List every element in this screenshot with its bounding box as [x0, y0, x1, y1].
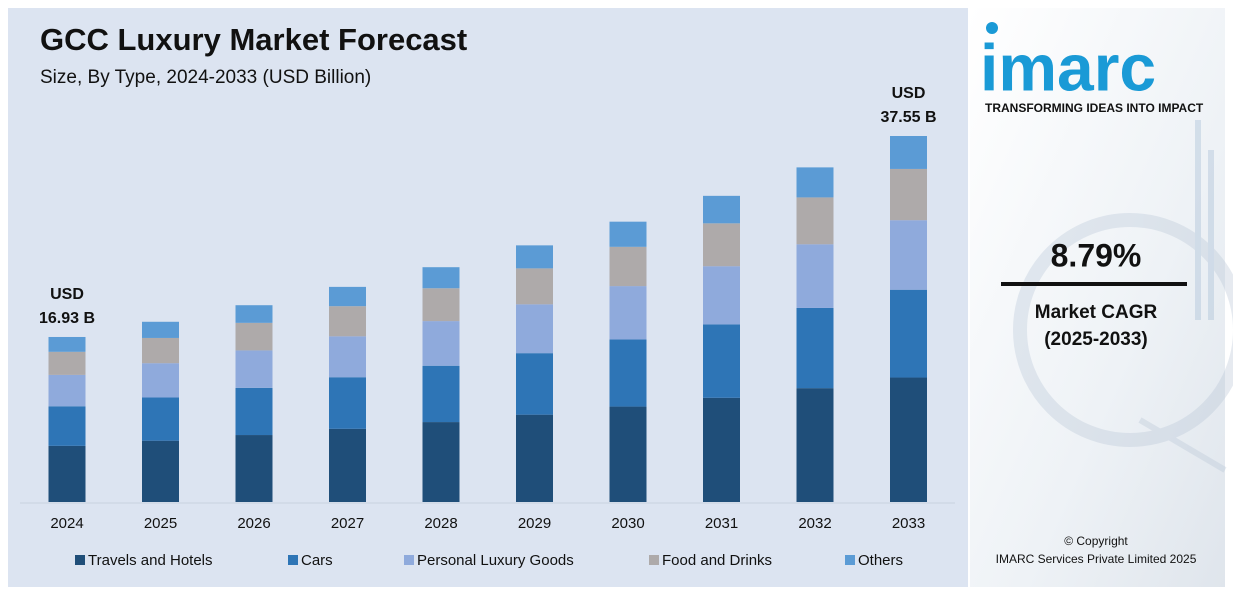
bar-segment — [890, 136, 927, 169]
x-tick-label: 2027 — [331, 515, 364, 532]
bar-segment — [142, 363, 179, 398]
legend-label: Others — [858, 552, 903, 569]
bar-segment — [235, 305, 273, 323]
bar-segment — [329, 306, 366, 337]
logo: imarc — [980, 30, 1156, 104]
bar-segment — [796, 197, 834, 245]
legend-swatch — [288, 555, 298, 565]
bar-segment — [235, 435, 273, 502]
x-tick-label: 2032 — [798, 515, 831, 532]
bar-segment — [516, 414, 553, 502]
tagline: TRANSFORMING IDEAS INTO IMPACT — [985, 101, 1204, 115]
bar-segment — [516, 353, 553, 415]
bar-segment — [703, 266, 740, 325]
bar-segment — [329, 336, 366, 378]
bar-segment — [329, 377, 366, 429]
bar-segment — [516, 245, 553, 269]
bar-segment — [609, 221, 647, 247]
bar-segment — [703, 397, 740, 502]
bar-segment — [703, 324, 740, 398]
legend-swatch — [649, 555, 659, 565]
x-tick-label: 2026 — [237, 515, 270, 532]
bar-segment — [796, 244, 834, 308]
logo-dot — [986, 22, 998, 34]
cagr-title: Market CAGR — [1035, 302, 1158, 323]
bar-segment — [890, 220, 927, 290]
copyright: © Copyright — [1064, 534, 1128, 548]
total-prefix: USD — [892, 85, 926, 102]
bar-segment — [48, 445, 86, 502]
bar-segment — [48, 374, 86, 407]
legend-label: Food and Drinks — [662, 552, 772, 569]
bar-segment — [235, 387, 273, 436]
bar-segment — [48, 406, 86, 446]
cagr-rule — [1001, 282, 1187, 286]
x-tick-label: 2030 — [611, 515, 644, 532]
bar-segment — [796, 167, 834, 198]
bar-segment — [329, 428, 366, 502]
x-tick-label: 2028 — [424, 515, 457, 532]
bar-segment — [422, 321, 460, 366]
legend-swatch — [404, 555, 414, 565]
bar-segment — [703, 195, 740, 224]
sidebar-decoration — [1013, 120, 1233, 473]
legend-label: Travels and Hotels — [88, 552, 213, 569]
bar-segment — [516, 268, 553, 305]
bar-segment — [422, 422, 460, 502]
bar-segment — [890, 289, 927, 378]
total-label: 37.55 B — [880, 109, 936, 126]
bar-segment — [609, 246, 647, 287]
sidebar-background — [970, 8, 1225, 587]
bar-segment — [422, 267, 460, 289]
total-prefix: USD — [50, 286, 84, 303]
bar-segment — [422, 288, 460, 322]
bar-segment — [329, 286, 366, 307]
bar-segment — [422, 365, 460, 423]
x-tick-label: 2024 — [50, 515, 83, 532]
bar-segment — [235, 350, 273, 388]
cagr-period: (2025-2033) — [1044, 329, 1148, 350]
bar-segment — [609, 339, 647, 407]
bar-segment — [890, 168, 927, 221]
bar-segment — [516, 304, 553, 354]
legend-swatch — [845, 555, 855, 565]
bar-segment — [142, 440, 179, 502]
bar-segment — [609, 406, 647, 502]
chart-title: GCC Luxury Market Forecast — [40, 22, 467, 57]
bar-segment — [609, 286, 647, 340]
bar-segment — [142, 321, 179, 338]
bar-segment — [235, 322, 273, 351]
bar-segment — [890, 377, 927, 502]
bar-segment — [703, 223, 740, 267]
x-tick-label: 2029 — [518, 515, 551, 532]
bar-segment — [142, 397, 179, 441]
bar-segment — [48, 351, 86, 375]
x-tick-label: 2033 — [892, 515, 925, 532]
x-tick-label: 2031 — [705, 515, 738, 532]
total-label: 16.93 B — [39, 310, 95, 327]
bar-segment — [48, 336, 86, 352]
legend-swatch — [75, 555, 85, 565]
legend-label: Cars — [301, 552, 333, 569]
bar-segment — [142, 337, 179, 364]
company: IMARC Services Private Limited 2025 — [996, 552, 1197, 566]
bar-segment — [796, 388, 834, 502]
x-tick-label: 2025 — [144, 515, 177, 532]
bar-segment — [796, 307, 834, 389]
chart-subtitle: Size, By Type, 2024-2033 (USD Billion) — [40, 67, 371, 88]
legend-label: Personal Luxury Goods — [417, 552, 574, 569]
cagr-value: 8.79% — [1051, 237, 1142, 273]
